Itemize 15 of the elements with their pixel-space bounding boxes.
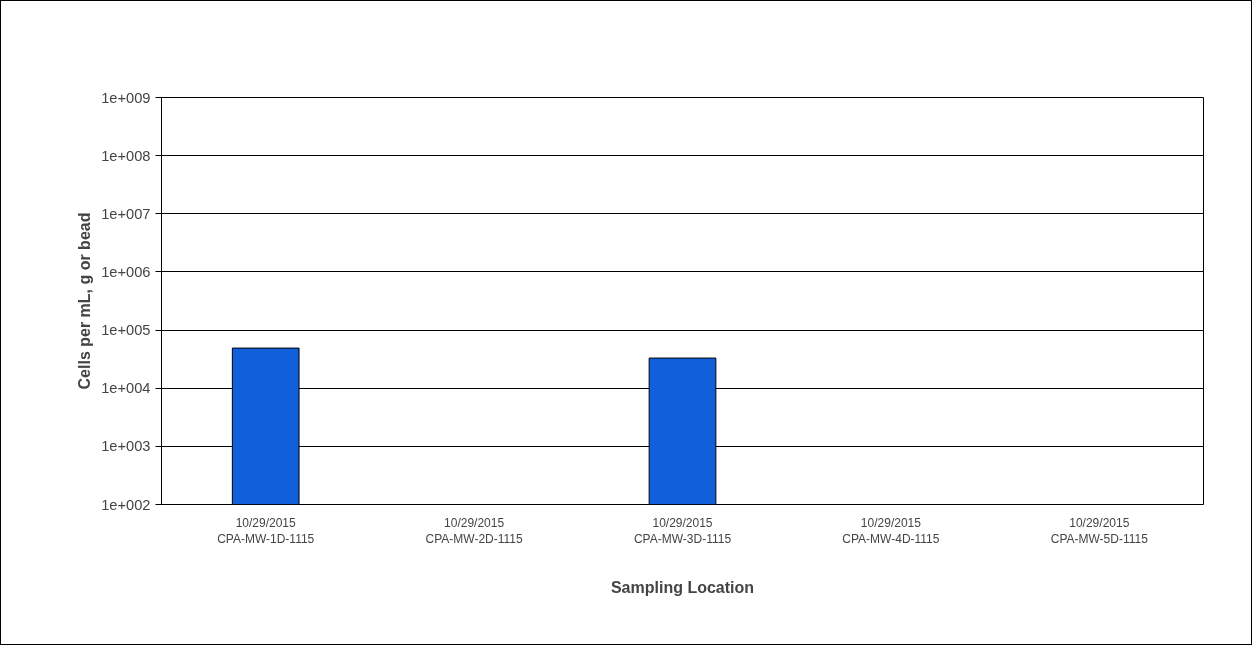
x-tick-label: 10/29/2015 CPA-MW-3D-1115 — [633, 515, 732, 547]
y-tick-label: 1e+006 — [101, 263, 151, 280]
x-tick-label: 10/29/2015 CPA-MW-4D-1115 — [842, 515, 940, 547]
x-tick-label: 10/29/2015 CPA-MW-5D-1115 — [1050, 515, 1149, 547]
y-axis-title: Cells per mL, g or bead — [76, 212, 94, 390]
y-tick-label: 1e+002 — [101, 496, 151, 513]
y-tick-label: 1e+008 — [101, 147, 151, 164]
x-tick-label: 10/29/2015 CPA-MW-2D-1115 — [425, 515, 523, 547]
y-tick-label: 1e+009 — [101, 89, 151, 106]
x-axis-title: Sampling Location — [610, 579, 755, 597]
y-tick-label: 1e+003 — [101, 438, 151, 455]
y-tick-label: 1e+007 — [101, 205, 151, 222]
y-tick-label: 1e+004 — [101, 380, 151, 397]
x-tick-label: 10/29/2015 CPA-MW-1D-1115 — [217, 515, 315, 547]
y-tick-label: 1e+005 — [101, 322, 151, 339]
